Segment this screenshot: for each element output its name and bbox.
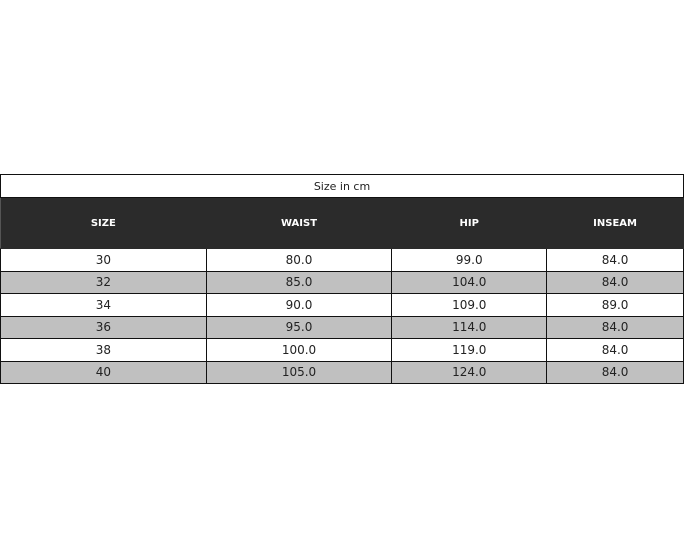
cell-hip: 109.0 [391,293,548,317]
column-header-size: SIZE [0,197,207,249]
column-header-hip: HIP [391,197,548,249]
table-caption: Size in cm [0,174,684,198]
cell-waist: 85.0 [205,270,393,294]
cell-inseam: 84.0 [546,338,684,362]
cell-waist: 95.0 [205,315,393,339]
cell-waist: 100.0 [205,338,393,362]
column-header-inseam: INSEAM [546,197,684,249]
cell-waist: 105.0 [205,360,393,384]
cell-inseam: 89.0 [546,293,684,317]
cell-hip: 114.0 [391,315,548,339]
cell-inseam: 84.0 [546,248,684,272]
table-row: 34 90.0 109.0 89.0 [0,293,684,317]
cell-size: 36 [0,315,207,339]
table-row: 38 100.0 119.0 84.0 [0,338,684,362]
table-row: 30 80.0 99.0 84.0 [0,248,684,272]
cell-inseam: 84.0 [546,315,684,339]
size-chart-table: Size in cm SIZE WAIST HIP INSEAM 30 80.0 9… [0,174,684,384]
cell-inseam: 84.0 [546,360,684,384]
cell-size: 40 [0,360,207,384]
cell-waist: 90.0 [205,293,393,317]
cell-size: 34 [0,293,207,317]
cell-inseam: 84.0 [546,270,684,294]
column-header-waist: WAIST [205,197,393,249]
cell-size: 32 [0,270,207,294]
table-row: 36 95.0 114.0 84.0 [0,315,684,339]
cell-size: 30 [0,248,207,272]
table-row: 32 85.0 104.0 84.0 [0,270,684,294]
cell-waist: 80.0 [205,248,393,272]
cell-hip: 124.0 [391,360,548,384]
cell-hip: 104.0 [391,270,548,294]
cell-hip: 99.0 [391,248,548,272]
cell-hip: 119.0 [391,338,548,362]
table-row: 40 105.0 124.0 84.0 [0,360,684,384]
cell-size: 38 [0,338,207,362]
